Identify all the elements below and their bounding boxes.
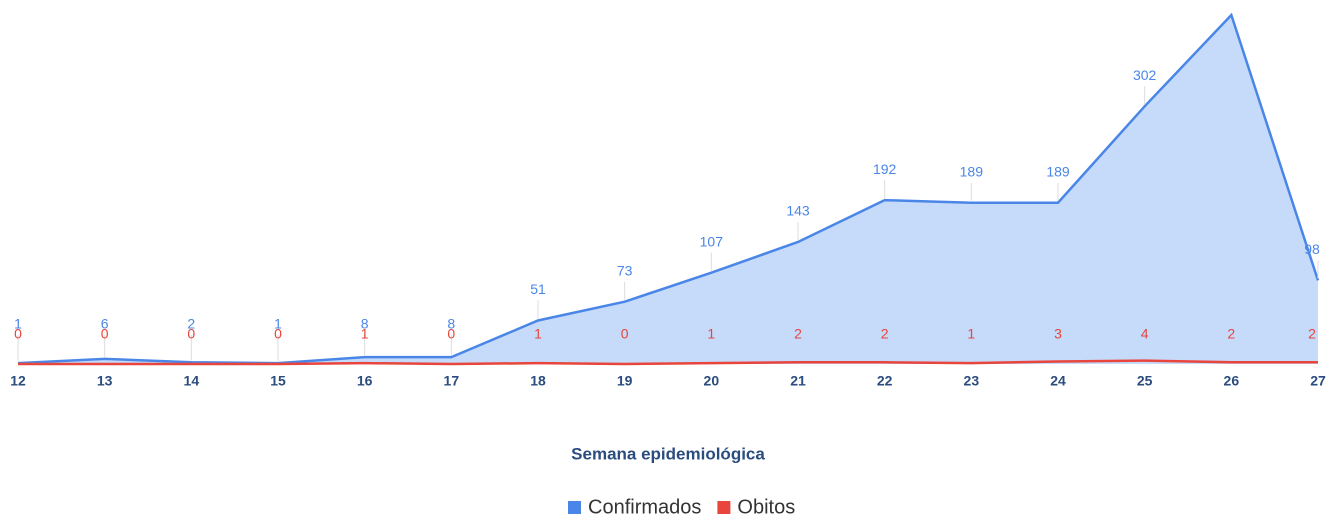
data-label: 2 (881, 326, 889, 342)
x-tick-label: 14 (184, 373, 200, 389)
x-tick-label: 27 (1310, 373, 1326, 389)
data-label: 189 (960, 163, 984, 179)
data-label: 1 (361, 326, 369, 342)
x-tick-label: 20 (704, 373, 720, 389)
data-label: 6 (101, 316, 109, 332)
x-axis-title: Semana epidemiológica (571, 444, 765, 463)
legend-swatch (568, 501, 581, 514)
data-label: 0 (187, 326, 195, 342)
data-label: 3 (1054, 326, 1062, 342)
x-tick-label: 19 (617, 373, 633, 389)
data-label: 73 (617, 262, 633, 278)
legend-swatch (717, 501, 731, 514)
x-tick-label: 12 (10, 373, 26, 389)
x-tick-label: 24 (1050, 373, 1066, 389)
data-label: 302 (1133, 67, 1157, 83)
x-tick-label: 23 (964, 373, 980, 389)
data-label: 1 (274, 316, 282, 332)
x-tick-label: 26 (1224, 373, 1240, 389)
x-tick-label: 21 (790, 373, 806, 389)
line (17, 12, 1320, 365)
legend-label: Obitos (737, 496, 795, 518)
area (18, 15, 1318, 364)
data-label: 2 (187, 316, 195, 332)
line (18, 359, 1318, 366)
data-label: 189 (1046, 163, 1070, 179)
data-label: 107 (700, 233, 724, 249)
data-label: 0 (14, 326, 22, 342)
data-label: 51 (530, 281, 546, 297)
data-label: 8 (447, 316, 455, 332)
data-label: 2 (1227, 326, 1235, 342)
x-tick-label: 17 (444, 373, 460, 389)
data-label: 143 (786, 203, 810, 219)
data-label: 192 (873, 161, 897, 177)
x-tick-label: 16 (357, 373, 373, 389)
data-label: 4 (1141, 326, 1149, 342)
legend-label: Confirmados (588, 496, 701, 518)
data-label: 8 (361, 316, 369, 332)
data-label: 0 (101, 326, 109, 342)
x-tick-label: 15 (270, 373, 286, 389)
data-label: 0 (274, 326, 282, 342)
data-label: 0 (621, 326, 629, 342)
data-label: 2 (1308, 326, 1316, 342)
data-label: 1 (707, 326, 715, 342)
x-tick-label: 22 (877, 373, 893, 389)
data-label: 2 (794, 326, 802, 342)
data-label: 1 (14, 316, 22, 332)
data-label: 1 (534, 326, 542, 342)
x-tick-label: 13 (97, 373, 113, 389)
data-label: 98 (1304, 241, 1320, 257)
data-label: 0 (447, 326, 455, 342)
x-tick-label: 25 (1137, 373, 1153, 389)
data-label: 1 (967, 326, 975, 342)
x-tick-label: 18 (530, 373, 546, 389)
